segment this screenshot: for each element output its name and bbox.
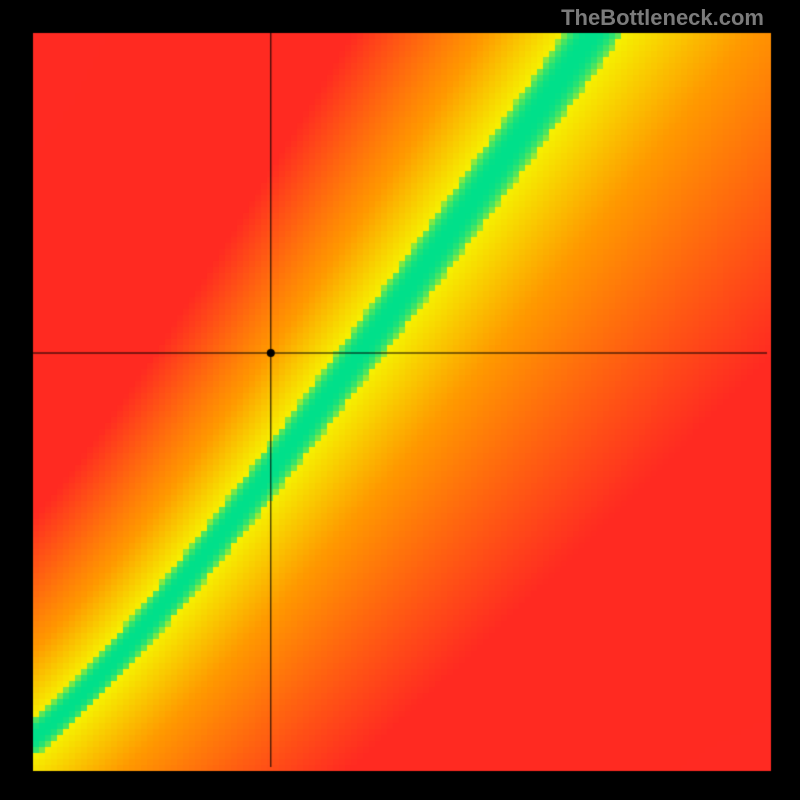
watermark-text: TheBottleneck.com — [561, 5, 764, 31]
bottleneck-heatmap-canvas — [0, 0, 800, 800]
bottleneck-heatmap-container: TheBottleneck.com — [0, 0, 800, 800]
